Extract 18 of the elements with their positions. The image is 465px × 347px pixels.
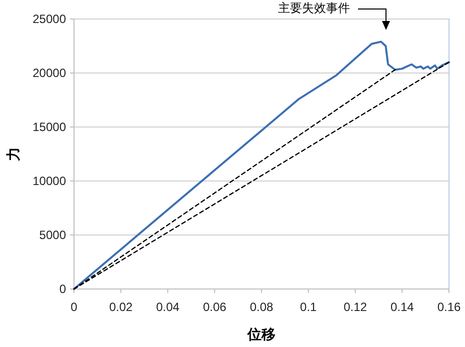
x-axis-title: 位移 bbox=[246, 326, 276, 342]
x-tick-label: 0.04 bbox=[156, 300, 180, 314]
x-tick-label: 0.14 bbox=[390, 300, 414, 314]
y-tick-label: 10000 bbox=[32, 174, 66, 188]
x-tick-label: 0.1 bbox=[300, 300, 318, 314]
y-tick-label: 5000 bbox=[39, 228, 66, 242]
y-tick-label: 25000 bbox=[32, 12, 66, 26]
y-tick-label: 15000 bbox=[32, 120, 66, 134]
x-tick-label: 0.06 bbox=[202, 300, 227, 314]
x-tick-label: 0 bbox=[70, 300, 78, 314]
text: 主要失效事件 bbox=[278, 1, 350, 15]
x-tick-label: 0.16 bbox=[437, 300, 461, 314]
y-tick-label: 0 bbox=[59, 282, 66, 296]
x-tick-label: 0.08 bbox=[250, 300, 274, 314]
y-axis-title: 力 bbox=[5, 147, 21, 162]
y-tick-label: 20000 bbox=[32, 66, 66, 80]
x-tick-label: 0.02 bbox=[109, 300, 133, 314]
x-tick-label: 0.12 bbox=[344, 300, 368, 314]
